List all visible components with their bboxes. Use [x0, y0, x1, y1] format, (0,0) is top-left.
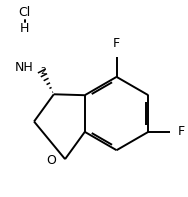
- Text: O: O: [46, 154, 56, 167]
- Text: H: H: [20, 21, 29, 34]
- Text: F: F: [113, 37, 120, 50]
- Text: NH: NH: [14, 61, 33, 74]
- Text: Cl: Cl: [18, 7, 31, 20]
- Text: F: F: [177, 125, 185, 138]
- Text: 2: 2: [40, 67, 46, 76]
